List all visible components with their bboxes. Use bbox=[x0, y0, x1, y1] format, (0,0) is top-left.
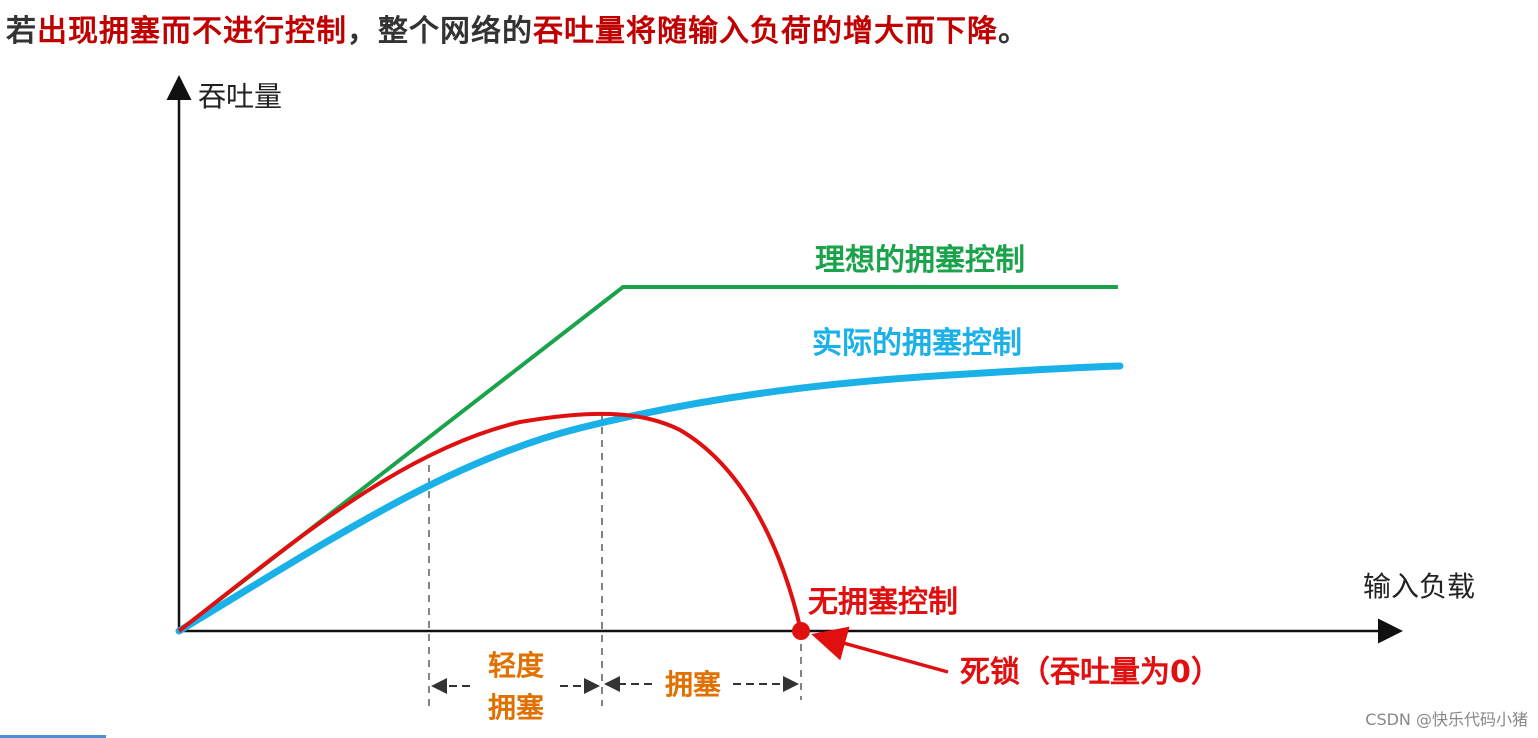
ideal-control-label: 理想的拥塞控制 bbox=[815, 243, 1025, 278]
congestion-label: 拥塞 bbox=[665, 668, 721, 701]
light-congestion-label-line1: 轻度 bbox=[488, 649, 544, 682]
deadlock-label: 死锁（吞吐量为0） bbox=[960, 655, 1221, 690]
title-part-4: 吞吐量将随输入负荷的增大而下降 bbox=[533, 14, 998, 49]
no-control-curve bbox=[177, 411, 803, 633]
title-part-2: 出现拥塞而不进行控制 bbox=[37, 14, 347, 49]
watermark: CSDN @快乐代码小猪 bbox=[1365, 710, 1528, 729]
actual-control-label: 实际的拥塞控制 bbox=[812, 326, 1022, 361]
page-title: 若出现拥塞而不进行控制，整个网络的吞吐量将随输入负荷的增大而下降。 bbox=[6, 6, 1029, 50]
title-part-5: 。 bbox=[998, 14, 1029, 49]
light-congestion-label-line2: 拥塞 bbox=[488, 691, 544, 724]
x-axis-label: 输入负载 bbox=[1363, 570, 1475, 603]
no-control-label: 无拥塞控制 bbox=[808, 585, 958, 620]
corner-accent-bar bbox=[0, 735, 106, 738]
title-part-1: 若 bbox=[6, 14, 37, 49]
title-part-3: ，整个网络的 bbox=[347, 14, 533, 49]
deadlock-point bbox=[792, 622, 810, 640]
actual-control-curve bbox=[175, 362, 1124, 635]
deadlock-arrow bbox=[811, 626, 949, 674]
y-axis-label: 吞吐量 bbox=[198, 80, 282, 113]
